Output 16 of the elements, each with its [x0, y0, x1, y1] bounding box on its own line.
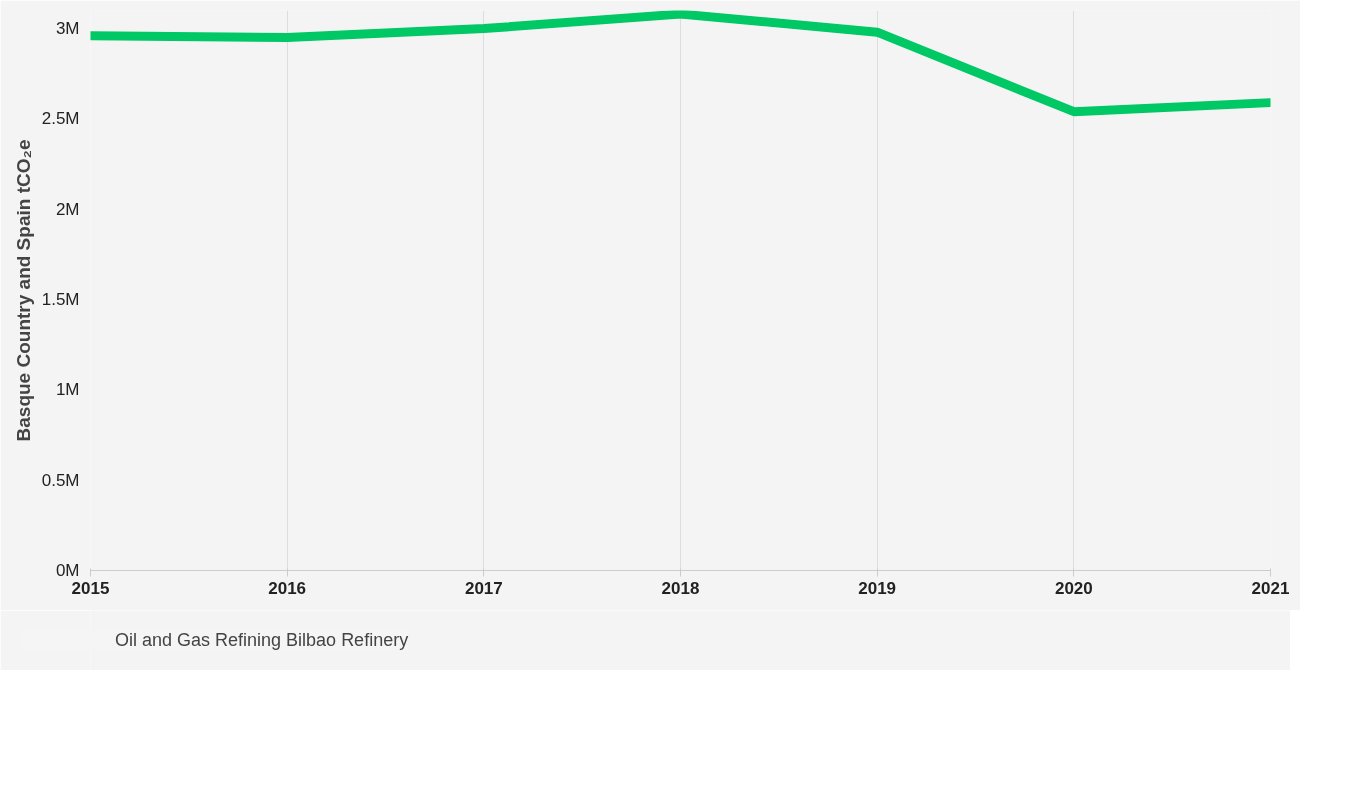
y-tick-label: 2M	[55, 199, 80, 219]
y-tick-label: 1M	[55, 380, 80, 400]
y-tick-label: 2.5M	[41, 109, 80, 129]
x-tick-label: 2017	[464, 578, 503, 598]
x-tick-label: 2016	[268, 578, 307, 598]
x-tick-label: 2015	[71, 578, 110, 598]
y-tick-label: 3M	[55, 19, 80, 39]
y-tick-label: 1.5M	[41, 290, 80, 310]
x-tick-label: 2020	[1054, 578, 1093, 598]
y-axis-title: Basque Country and Spain tCO₂e	[12, 139, 34, 442]
x-tick-label: 2019	[858, 578, 897, 598]
text: Oil and Gas Refining Bilbao Refinery	[115, 629, 409, 651]
y-tick-label: 0M	[55, 561, 80, 580]
x-tick-label: 2021	[1251, 578, 1290, 598]
x-tick-label: 2018	[661, 578, 700, 598]
y-tick-label: 0.5M	[41, 470, 80, 490]
